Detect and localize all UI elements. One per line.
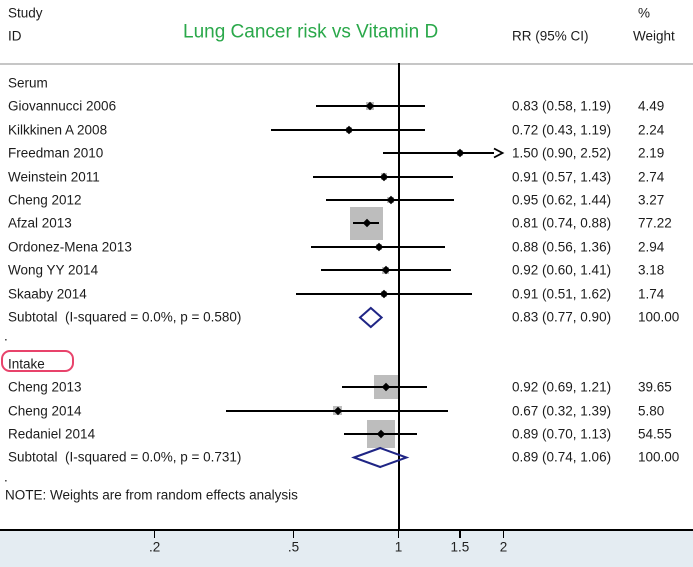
col-header-rr-ci: RR (95% CI) [512,28,589,44]
weights-note: NOTE: Weights are from random effects an… [5,487,298,503]
subtotal-label: Subtotal (I-squared = 0.0%, p = 0.731) [8,449,242,465]
header-separator-line [0,63,693,65]
weight-value: 2.24 [638,122,665,138]
subtotal-weight-value: 100.00 [638,309,680,325]
weight-value: 4.49 [638,98,665,114]
subtotal-diamond [350,446,410,468]
separator-dot: . [4,469,8,485]
rr-ci-value: 0.91 (0.51, 1.62) [512,285,612,301]
weight-value: 54.55 [638,426,672,442]
axis-tick-label: 1.5 [450,539,470,555]
study-label: Cheng 2014 [8,402,82,418]
study-label: Redaniel 2014 [8,426,96,442]
weight-value: 2.19 [638,145,665,161]
study-label: Cheng 2012 [8,192,82,208]
null-reference-line [397,63,400,530]
weight-value: 3.18 [638,262,665,278]
study-label: Giovannucci 2006 [8,98,117,114]
rr-ci-value: 0.67 (0.32, 1.39) [512,402,612,418]
study-label: Weinstein 2011 [8,168,100,184]
subtotal-diamond [358,306,384,328]
axis-tick-label: .5 [287,539,300,555]
subtotal-weight-value: 100.00 [638,449,680,465]
group-label: Serum [8,75,48,91]
intake-highlight-box [1,350,74,373]
rr-ci-value: 0.92 (0.60, 1.41) [512,262,612,278]
weight-value: 3.27 [638,192,665,208]
separator-dot: . [4,328,8,344]
axis-tick-label: 2 [499,539,508,555]
rr-ci-value: 1.50 (0.90, 2.52) [512,145,612,161]
col-header-id: ID [8,28,22,44]
axis-tick-mark [502,531,505,538]
axis-tick-mark [459,531,461,538]
weight-value: 2.94 [638,239,665,255]
ci-line [382,152,494,155]
col-header-percent: % [638,5,651,21]
weight-value: 77.22 [638,215,672,231]
study-label: Freedman 2010 [8,145,104,161]
rr-ci-value: 0.83 (0.58, 1.19) [512,98,612,114]
chart-title: Lung Cancer risk vs Vitamin D [183,21,439,43]
col-header-weight: Weight [633,28,675,44]
study-label: Kilkkinen A 2008 [8,122,108,138]
weight-value: 1.74 [638,285,665,301]
axis-strip [0,531,693,567]
study-label: Ordonez-Mena 2013 [8,239,132,255]
ci-clipped-arrow-icon [493,147,505,159]
rr-ci-value: 0.81 (0.74, 0.88) [512,215,612,231]
axis-tick-label: 1 [394,539,403,555]
study-label: Skaaby 2014 [8,285,87,301]
subtotal-rr-value: 0.89 (0.74, 1.06) [512,449,612,465]
rr-ci-value: 0.92 (0.69, 1.21) [512,379,612,395]
subtotal-rr-value: 0.83 (0.77, 0.90) [512,309,612,325]
col-header-study: Study [8,5,43,21]
weight-value: 2.74 [638,168,665,184]
rr-ci-value: 0.95 (0.62, 1.44) [512,192,612,208]
rr-ci-value: 0.91 (0.57, 1.43) [512,168,612,184]
study-label: Afzal 2013 [8,215,72,231]
weight-value: 5.80 [638,402,665,418]
weight-value: 39.65 [638,379,672,395]
subtotal-label: Subtotal (I-squared = 0.0%, p = 0.580) [8,309,242,325]
rr-ci-value: 0.89 (0.70, 1.13) [512,426,612,442]
study-label: Wong YY 2014 [8,262,99,278]
axis-tick-mark [397,531,400,538]
group-label: Intake [8,356,45,372]
rr-ci-value: 0.88 (0.56, 1.36) [512,239,612,255]
study-label: Cheng 2013 [8,379,82,395]
axis-tick-mark [153,531,156,538]
axis-tick-mark [292,531,295,538]
rr-ci-value: 0.72 (0.43, 1.19) [512,122,612,138]
axis-tick-label: .2 [149,539,161,555]
x-axis-line [0,529,693,531]
